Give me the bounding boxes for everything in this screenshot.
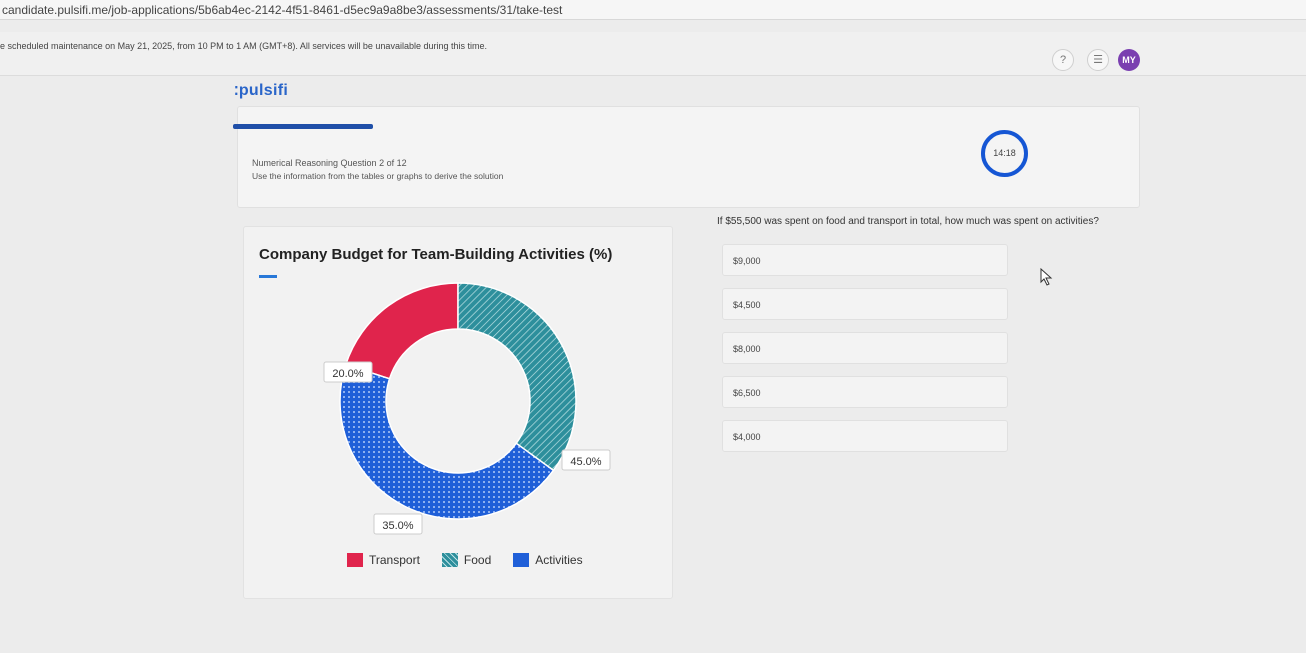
legend-label: Food — [463, 553, 492, 567]
data-label-box — [323, 361, 373, 383]
answer-option[interactable]: $4,500 — [722, 288, 1008, 320]
data-label-box — [561, 449, 611, 471]
address-bar[interactable]: candidate.pulsifi.me/job-applications/5b… — [0, 0, 1306, 20]
instruction-text: Use the information from the tables or g… — [252, 171, 504, 181]
title-accent — [259, 275, 277, 278]
menu-icon[interactable]: ☰ — [1087, 49, 1109, 71]
question-text: If $55,500 was spent on food and transpo… — [717, 216, 1099, 227]
chart-title: Company Budget for Team-Building Activit… — [259, 246, 613, 263]
url-text: candidate.pulsifi.me/job-applications/5b… — [2, 3, 563, 17]
timer: 14:18 — [981, 130, 1028, 177]
answer-option[interactable]: $4,000 — [722, 420, 1008, 452]
data-label-box — [373, 513, 423, 535]
slice-food — [457, 282, 577, 472]
maintenance-banner: e scheduled maintenance on May 21, 2025,… — [0, 32, 1306, 76]
chart-legend: Transport Food Activities — [347, 553, 583, 567]
legend-label: Activities — [535, 553, 583, 567]
answer-option[interactable]: $8,000 — [722, 332, 1008, 364]
question-counter: Numerical Reasoning Question 2 of 12 — [252, 158, 407, 168]
banner-text: e scheduled maintenance on May 21, 2025,… — [0, 41, 487, 51]
data-label-activities: 45.0% — [570, 456, 601, 468]
timer-text: 14:18 — [993, 148, 1016, 158]
progress-bar — [233, 124, 373, 129]
legend-swatch — [441, 553, 458, 567]
legend-swatch — [513, 553, 530, 567]
answer-option[interactable]: $6,500 — [722, 376, 1008, 408]
mouse-cursor-icon — [1040, 268, 1053, 286]
avatar[interactable]: MY — [1118, 49, 1140, 71]
help-icon[interactable]: ? — [1052, 49, 1074, 71]
legend-item-transport: Transport — [347, 553, 420, 567]
answer-option[interactable]: $9,000 — [722, 244, 1008, 276]
legend-item-food: Food — [441, 553, 492, 567]
data-label-food: 35.0% — [382, 520, 413, 532]
donut-chart: 20.0% 35.0% 45.0% — [323, 282, 611, 535]
legend-label: Transport — [369, 553, 420, 567]
pulsifi-logo: ⁚pulsifi — [234, 82, 289, 99]
legend-swatch — [347, 553, 363, 567]
legend-item-activities: Activities — [513, 553, 583, 567]
logo-dots-icon: ⁚ — [234, 84, 239, 98]
data-label-transport: 20.0% — [332, 368, 363, 380]
